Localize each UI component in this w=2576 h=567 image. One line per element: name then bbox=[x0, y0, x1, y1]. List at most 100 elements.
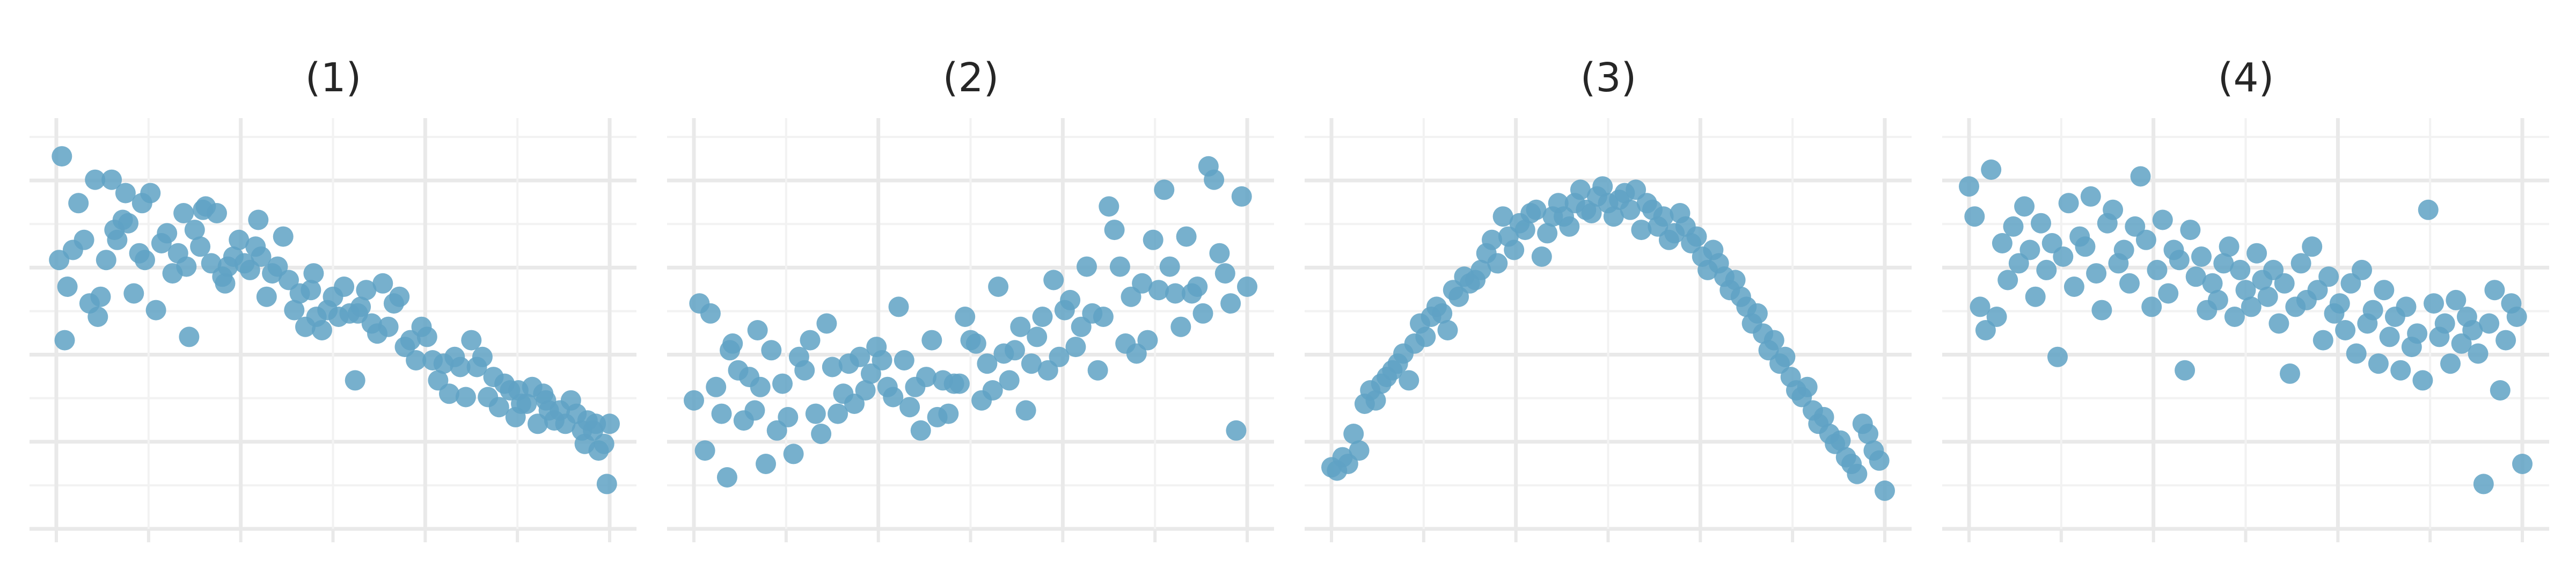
panel-4-point bbox=[2202, 273, 2223, 294]
panel-4-point bbox=[2468, 343, 2489, 364]
panel-1-point bbox=[123, 283, 144, 304]
panel-4-point bbox=[2318, 266, 2339, 287]
panel-2-point bbox=[1148, 280, 1169, 301]
panel-4-point bbox=[2329, 293, 2350, 314]
panel-4-point bbox=[2407, 323, 2428, 344]
panel-1-plot-area bbox=[30, 118, 636, 542]
panel-1-point bbox=[516, 394, 537, 414]
panel-3-point bbox=[1399, 370, 1419, 391]
panel-1-point bbox=[145, 300, 166, 321]
panel-4-point bbox=[2091, 300, 2112, 321]
panel-4-point bbox=[2075, 236, 2096, 257]
panel-2-point bbox=[1032, 307, 1053, 327]
panel-4-point bbox=[2479, 313, 2500, 334]
panel-2-point bbox=[965, 333, 986, 354]
panel-2-point bbox=[1093, 307, 1114, 327]
panel-4-point bbox=[1959, 176, 1979, 197]
panel-1-point bbox=[135, 250, 155, 271]
panel-2-point bbox=[1204, 169, 1225, 190]
panel-4-point bbox=[2147, 259, 2168, 280]
panel-3-point bbox=[1482, 229, 1502, 250]
panel-4-point bbox=[2446, 289, 2467, 310]
panel-3-point bbox=[1763, 330, 1784, 351]
panel-4-point bbox=[2019, 239, 2040, 260]
panel-4-point bbox=[2191, 246, 2212, 267]
panel-4-point bbox=[2224, 307, 2245, 327]
panel-2-point bbox=[1231, 186, 1252, 207]
panel-4-point bbox=[1975, 320, 1996, 340]
panel-2-point bbox=[1137, 330, 1158, 351]
panel-1-point bbox=[184, 220, 205, 241]
panel-1-point bbox=[488, 397, 509, 418]
panel-2-point bbox=[700, 303, 721, 324]
panel-4-point bbox=[2396, 296, 2417, 317]
panel-4-point bbox=[2496, 330, 2516, 351]
panel-1-point bbox=[118, 213, 138, 234]
panel-4-point bbox=[2362, 300, 2383, 321]
panel-4-point bbox=[2141, 296, 2162, 317]
panel-4-point bbox=[2241, 296, 2262, 317]
panel-2-point bbox=[1220, 293, 1241, 314]
panel-2-point bbox=[999, 370, 1020, 391]
panel-1-point bbox=[107, 229, 128, 250]
panel-1-point bbox=[389, 286, 410, 307]
panel-2-point bbox=[1214, 263, 1235, 284]
panel-4-point bbox=[2103, 199, 2124, 220]
panel-1-point bbox=[101, 169, 122, 190]
panel-1-title: (1) bbox=[305, 55, 362, 101]
panel-4-point bbox=[2280, 363, 2300, 384]
panel-1-point bbox=[74, 229, 94, 250]
panel-3-point bbox=[1747, 303, 1768, 324]
panel-3-point bbox=[1432, 303, 1453, 324]
panel-1-point bbox=[378, 316, 399, 337]
panel-4-point bbox=[2031, 213, 2051, 234]
panel-4-point bbox=[2490, 380, 2511, 401]
panel-3-point bbox=[1514, 220, 1535, 241]
panel-1-point bbox=[96, 250, 116, 271]
panel-1-point bbox=[334, 277, 355, 297]
panel-2-point bbox=[1154, 179, 1175, 200]
panel-2-point bbox=[883, 387, 904, 408]
panel-4-point bbox=[1981, 159, 2002, 180]
panel-4-point bbox=[2175, 360, 2196, 381]
panel-4-point bbox=[2025, 286, 2046, 307]
panel-2-point bbox=[916, 367, 936, 388]
panel-3-point bbox=[1337, 454, 1358, 474]
panel-4-point bbox=[2152, 209, 2173, 230]
panel-2-point bbox=[910, 420, 931, 441]
panel-3-point bbox=[1875, 480, 1895, 501]
panel-2-point bbox=[977, 353, 998, 374]
panel-4-point bbox=[2302, 236, 2323, 257]
panel-4-point bbox=[2412, 370, 2433, 391]
panel-3-point bbox=[1869, 450, 1890, 471]
panel-1-point bbox=[350, 296, 371, 317]
panel-1-point bbox=[439, 383, 459, 404]
panel-2-point bbox=[772, 373, 793, 394]
panel-2-point bbox=[711, 403, 732, 424]
panel-2-point bbox=[1192, 303, 1213, 324]
panel-2-point bbox=[783, 444, 804, 464]
panel-2-point bbox=[761, 340, 782, 361]
panel-2-point bbox=[1143, 229, 1163, 250]
panel-4-point bbox=[2080, 186, 2101, 207]
panel-1-point bbox=[229, 229, 250, 250]
panel-4-point bbox=[2230, 259, 2251, 280]
panel-2-point bbox=[894, 350, 914, 370]
panel-2-plot-area bbox=[667, 118, 1274, 542]
panel-2-point bbox=[747, 320, 768, 340]
panel-2-point bbox=[1209, 243, 1230, 264]
panel-4-point bbox=[2506, 307, 2527, 327]
panel-4-point bbox=[2047, 346, 2068, 367]
panel-3-point bbox=[1603, 206, 1624, 227]
panel-2-point bbox=[750, 376, 771, 397]
panel-4-point bbox=[2434, 313, 2455, 334]
panel-1-point bbox=[596, 474, 617, 495]
panel-2-point bbox=[844, 394, 865, 414]
panel-1-point bbox=[239, 259, 260, 280]
panel-1-point bbox=[85, 169, 106, 190]
panel-1-point bbox=[416, 326, 437, 347]
panel-1-point bbox=[173, 203, 194, 223]
panel-4-point bbox=[2169, 250, 2190, 271]
panel-4-point bbox=[2113, 239, 2134, 260]
